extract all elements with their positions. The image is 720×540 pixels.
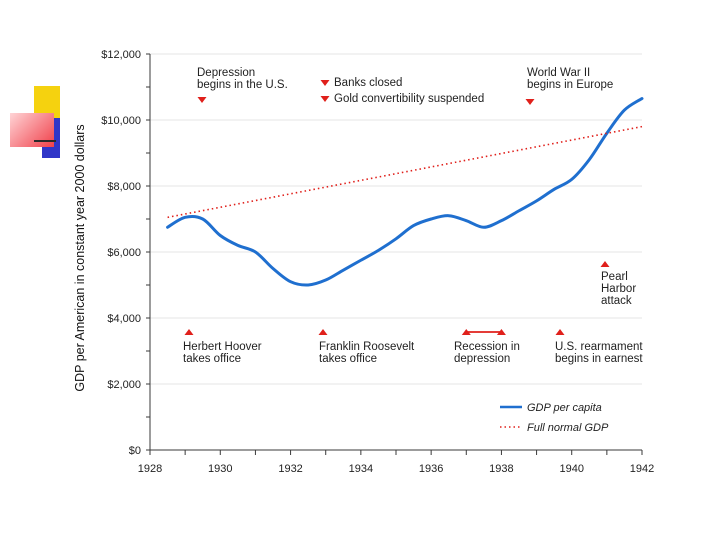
annotation-rearm: U.S. rearmament begins in earnest xyxy=(555,341,643,365)
y-tick-label: $12,000 xyxy=(101,49,141,61)
series-gdp-per-capita xyxy=(166,97,644,287)
annotation-banks: Banks closed xyxy=(334,77,402,89)
axes: $0 $2,000 $4,000 $6,000 $8,000 $10,000 $12,000… xyxy=(73,49,654,475)
annotation-hoover: Herbert Hoover takes office xyxy=(183,341,262,365)
y-tick-label: $2,000 xyxy=(107,379,141,391)
annotation-pearl: Pearl Harbor attack xyxy=(601,271,636,307)
x-tick-label: 1928 xyxy=(138,463,162,475)
event-marker xyxy=(320,80,330,86)
annotation-recession: Recession in depression xyxy=(454,341,520,365)
y-axis-title: GDP per American in constant year 2000 d… xyxy=(73,124,87,391)
annotations: Depression begins in the U.S. Banks closed… xyxy=(183,67,643,365)
event-marker xyxy=(184,329,194,335)
annotation-gold: Gold convertibility suspended xyxy=(334,93,484,105)
y-tick-label: $10,000 xyxy=(101,115,141,127)
grid xyxy=(150,53,642,385)
annotation-fdr: Franklin Roosevelt takes office xyxy=(319,341,415,365)
x-tick-label: 1936 xyxy=(419,463,443,475)
event-marker xyxy=(496,329,506,335)
y-tick-label: $6,000 xyxy=(107,247,141,259)
event-marker xyxy=(318,329,328,335)
x-tick-label: 1934 xyxy=(349,463,373,475)
y-tick-label: $8,000 xyxy=(107,181,141,193)
legend-label-normal: Full normal GDP xyxy=(527,422,609,434)
annotation-depression: Depression begins in the U.S. xyxy=(197,67,288,91)
event-marker xyxy=(600,261,610,267)
x-tick-label: 1938 xyxy=(489,463,513,475)
decoration-rule xyxy=(34,140,56,142)
event-marker xyxy=(555,329,565,335)
y-tick-label: $4,000 xyxy=(107,313,141,325)
x-tick-label: 1940 xyxy=(559,463,583,475)
x-tick-label: 1930 xyxy=(208,463,232,475)
decoration-yellow-square xyxy=(34,86,60,118)
x-tick-label: 1942 xyxy=(630,463,654,475)
event-marker xyxy=(461,329,471,335)
x-tick-label: 1932 xyxy=(278,463,302,475)
legend: GDP per capita Full normal GDP xyxy=(500,402,609,434)
annotation-ww2: World War II begins in Europe xyxy=(527,67,613,91)
event-marker xyxy=(320,96,330,102)
event-marker xyxy=(525,99,535,105)
y-tick-label: $0 xyxy=(129,445,141,457)
series xyxy=(166,97,644,287)
event-marker xyxy=(197,97,207,103)
legend-label-gdp: GDP per capita xyxy=(527,402,602,414)
series-full-normal-gdp xyxy=(167,125,643,219)
